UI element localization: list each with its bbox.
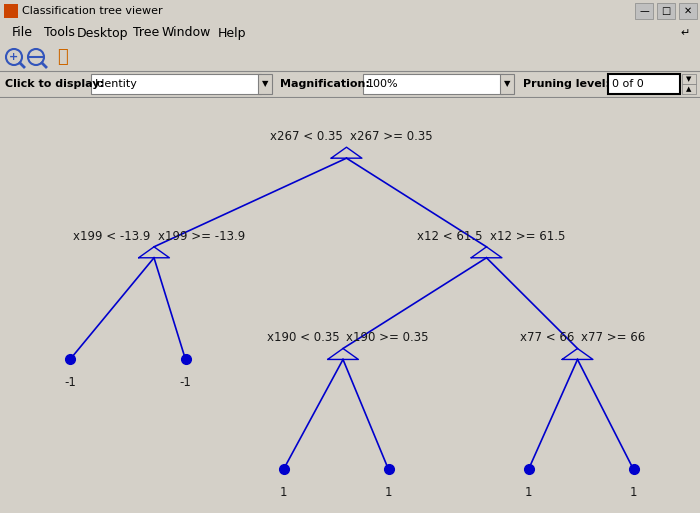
Text: ▼: ▼ (262, 80, 268, 89)
Bar (363, 74, 503, 94)
Text: Help: Help (218, 27, 246, 40)
Text: +: + (9, 52, 19, 62)
Text: 0 of 0: 0 of 0 (612, 79, 644, 89)
Bar (91, 74, 261, 94)
Text: ✕: ✕ (684, 6, 692, 16)
Text: x77 < 66: x77 < 66 (519, 331, 574, 344)
Text: 1: 1 (385, 486, 392, 499)
Text: x199 < -13.9: x199 < -13.9 (73, 230, 150, 243)
Bar (682, 84, 696, 94)
Text: x267 < 0.35: x267 < 0.35 (270, 130, 343, 143)
Text: Identity: Identity (95, 79, 138, 89)
Text: Magnification:: Magnification: (280, 79, 370, 89)
Text: Tools: Tools (44, 27, 75, 40)
Text: 1: 1 (525, 486, 532, 499)
Bar (4, 4, 18, 18)
Text: Desktop: Desktop (77, 27, 129, 40)
Bar (682, 74, 696, 84)
Text: ↵: ↵ (680, 28, 690, 38)
Text: Click to display:: Click to display: (5, 79, 104, 89)
Bar (657, 3, 675, 19)
Text: x12 >= 61.5: x12 >= 61.5 (490, 230, 566, 243)
Bar (258, 74, 272, 94)
Bar (679, 3, 697, 19)
Text: x12 < 61.5: x12 < 61.5 (417, 230, 483, 243)
Text: 100%: 100% (367, 79, 398, 89)
Text: ▲: ▲ (686, 86, 692, 92)
Text: x199 >= -13.9: x199 >= -13.9 (158, 230, 245, 243)
Text: 1: 1 (630, 486, 637, 499)
Text: ▼: ▼ (686, 76, 692, 82)
Text: ✋: ✋ (57, 48, 69, 66)
Text: -1: -1 (64, 376, 76, 389)
Bar (635, 3, 653, 19)
Text: Window: Window (162, 27, 211, 40)
Text: x190 >= 0.35: x190 >= 0.35 (346, 331, 429, 344)
Text: x77 >= 66: x77 >= 66 (581, 331, 645, 344)
Text: □: □ (662, 6, 671, 16)
Text: Tree: Tree (133, 27, 160, 40)
Text: Classification tree viewer: Classification tree viewer (22, 6, 162, 16)
Text: x267 >= 0.35: x267 >= 0.35 (350, 130, 433, 143)
Text: 1: 1 (280, 486, 287, 499)
Text: x190 < 0.35: x190 < 0.35 (267, 331, 340, 344)
Text: File: File (12, 27, 33, 40)
Bar (500, 74, 514, 94)
Text: ▼: ▼ (504, 80, 510, 89)
Text: —: — (639, 6, 649, 16)
Bar (608, 74, 680, 94)
Text: -1: -1 (180, 376, 191, 389)
Text: Pruning level:: Pruning level: (523, 79, 610, 89)
